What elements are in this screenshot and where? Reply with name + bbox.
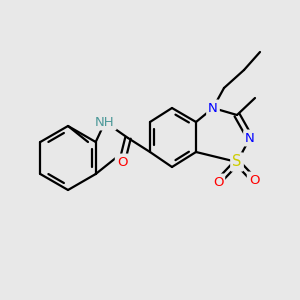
Text: N: N	[208, 101, 218, 115]
Text: O: O	[213, 176, 223, 188]
Text: O: O	[117, 155, 127, 169]
Text: S: S	[232, 154, 242, 169]
Text: NH: NH	[95, 116, 115, 128]
Text: O: O	[249, 173, 259, 187]
Text: N: N	[245, 131, 255, 145]
